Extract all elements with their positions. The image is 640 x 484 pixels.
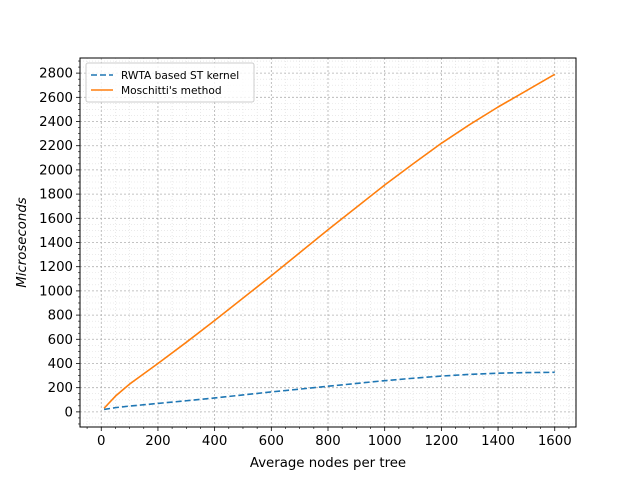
- y-tick-label: 1200: [39, 260, 73, 275]
- y-tick-label: 2000: [39, 163, 73, 178]
- y-axis-title: Microseconds: [15, 197, 30, 288]
- y-tick-label: 1000: [39, 284, 73, 299]
- legend-label-rwta: RWTA based ST kernel: [121, 70, 239, 82]
- y-tick-label: 2800: [39, 67, 73, 82]
- y-tick-label: 2200: [39, 139, 73, 154]
- y-tick-label: 400: [48, 357, 73, 372]
- x-tick-label: 0: [97, 434, 105, 449]
- legend-box: [85, 62, 255, 103]
- y-tick-label: 800: [48, 309, 73, 324]
- series-line-1: [103, 73, 556, 409]
- x-axis-title: Average nodes per tree: [250, 456, 406, 471]
- x-tick-label: 400: [202, 434, 227, 449]
- x-tick-label: 800: [315, 434, 340, 449]
- x-tick-label: 600: [259, 434, 284, 449]
- y-tick-label: 1800: [39, 188, 73, 203]
- x-tick-label: 1200: [424, 434, 458, 449]
- legend-label-moschitti: Moschitti's method: [121, 85, 222, 97]
- y-tick-label: 600: [48, 333, 73, 348]
- axis-ticks: 0 200 400 600 800 1000 1200 1400 1600 0 200 400 600 8…: [39, 60, 572, 449]
- y-tick-label: 1400: [39, 236, 73, 251]
- y-tick-label: 2600: [39, 91, 73, 106]
- x-tick-label: 1600: [538, 434, 572, 449]
- x-tick-label: 200: [145, 434, 170, 449]
- series-lines: [103, 73, 556, 411]
- y-tick-label: 200: [48, 381, 73, 396]
- x-tick-label: 1400: [481, 434, 515, 449]
- legend: RWTA based ST kernel Moschitti's method: [85, 62, 255, 103]
- y-tick-label: 0: [65, 405, 73, 420]
- grid: [80, 58, 576, 427]
- y-tick-label: 2400: [39, 115, 73, 130]
- y-tick-label: 1600: [39, 212, 73, 227]
- x-tick-label: 1000: [368, 434, 402, 449]
- plot-frame: [79, 57, 577, 428]
- series-line-0: [103, 371, 555, 411]
